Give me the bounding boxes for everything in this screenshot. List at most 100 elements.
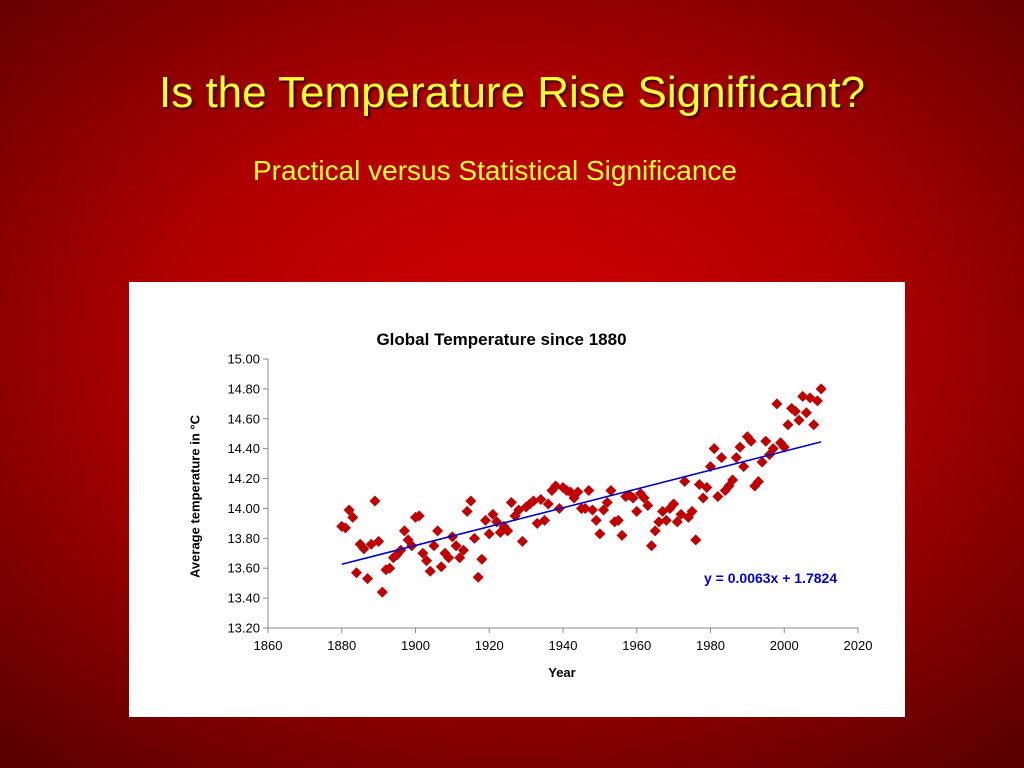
data-point <box>443 552 455 564</box>
data-point <box>752 476 764 488</box>
data-point <box>808 419 820 431</box>
data-point <box>583 485 595 497</box>
data-point <box>421 555 433 567</box>
data-point <box>428 540 440 552</box>
data-point <box>671 516 683 528</box>
y-axis-label: Average temperature in °C <box>187 415 203 578</box>
data-point <box>605 485 617 497</box>
x-tick-label: 1920 <box>475 638 504 653</box>
data-point <box>778 441 790 453</box>
data-point <box>373 535 385 547</box>
data-point <box>638 492 650 504</box>
data-point <box>797 390 809 402</box>
data-point <box>454 552 466 564</box>
x-tick-label: 1940 <box>549 638 578 653</box>
data-point <box>815 383 827 395</box>
data-point <box>708 443 720 455</box>
x-tick-label: 1980 <box>696 638 725 653</box>
data-point <box>476 553 488 565</box>
y-tick-label: 14.40 <box>227 441 260 456</box>
data-point <box>384 562 396 574</box>
data-point <box>675 508 687 520</box>
data-point <box>701 482 713 494</box>
y-tick-label: 15.00 <box>227 352 260 367</box>
data-point <box>660 514 672 526</box>
data-point <box>432 525 444 537</box>
data-point <box>631 505 643 517</box>
chart-title: Global Temperature since 1880 <box>376 330 627 349</box>
data-point <box>775 437 787 449</box>
x-tick-label: 1860 <box>254 638 283 653</box>
data-point <box>789 405 801 417</box>
data-point <box>734 441 746 453</box>
x-tick-label: 1900 <box>401 638 430 653</box>
data-point <box>572 486 584 498</box>
data-point <box>745 435 757 447</box>
data-point <box>502 525 514 537</box>
data-point <box>642 499 654 511</box>
data-point <box>601 496 613 508</box>
scatter-chart: 13.20 13.40 13.60 13.80 14.00 14.20 14.40 14.60… <box>227 352 873 654</box>
data-point <box>653 516 665 528</box>
data-point <box>756 456 768 468</box>
data-point <box>483 528 495 540</box>
data-point <box>395 544 407 556</box>
y-tick-label: 13.80 <box>227 531 260 546</box>
y-tick-label: 14.80 <box>227 381 260 396</box>
data-point <box>450 540 462 552</box>
data-point <box>686 505 698 517</box>
data-point <box>690 534 702 546</box>
data-point <box>738 461 750 473</box>
y-tick-label: 13.60 <box>227 561 260 576</box>
data-point <box>771 398 783 410</box>
data-point <box>472 571 484 583</box>
data-point <box>594 528 606 540</box>
x-axis-label: Year <box>548 665 576 680</box>
x-tick-label: 1880 <box>327 638 356 653</box>
data-point <box>793 414 805 426</box>
data-point <box>804 392 816 404</box>
x-tick-label: 2000 <box>770 638 799 653</box>
data-point <box>627 492 639 504</box>
data-point <box>646 540 657 552</box>
data-point <box>487 508 499 520</box>
data-point <box>343 504 355 516</box>
data-point <box>800 407 812 419</box>
data-point <box>782 419 794 431</box>
data-point <box>535 493 547 505</box>
data-point <box>767 443 779 455</box>
data-point <box>668 498 680 510</box>
data-point <box>413 510 425 522</box>
y-tick-label: 14.00 <box>227 501 260 516</box>
data-point <box>362 573 374 585</box>
data-point <box>697 492 709 504</box>
data-point <box>716 452 728 464</box>
data-point <box>539 514 551 526</box>
data-point <box>339 522 351 534</box>
data-point <box>398 525 410 537</box>
data-point <box>351 567 362 579</box>
data-point <box>417 547 429 559</box>
x-tick-label: 2020 <box>844 638 873 653</box>
data-point <box>469 532 480 544</box>
data-point <box>612 514 624 526</box>
data-point <box>760 435 772 447</box>
slide-title: Is the Temperature Rise Significant? <box>159 68 865 117</box>
data-point <box>811 395 823 407</box>
data-point <box>542 498 554 510</box>
data-point <box>579 502 591 514</box>
data-point <box>616 529 628 541</box>
data-point <box>369 495 381 507</box>
data-point <box>516 535 528 547</box>
data-point <box>358 543 370 555</box>
data-point <box>712 490 724 502</box>
y-tick-label: 14.60 <box>227 411 260 426</box>
data-point <box>528 495 539 507</box>
data-point <box>480 514 492 526</box>
data-point <box>435 561 447 573</box>
data-point <box>727 474 739 486</box>
x-tick-label: 1960 <box>622 638 651 653</box>
data-point <box>649 525 661 537</box>
data-point <box>550 480 562 492</box>
data-point <box>457 544 469 556</box>
